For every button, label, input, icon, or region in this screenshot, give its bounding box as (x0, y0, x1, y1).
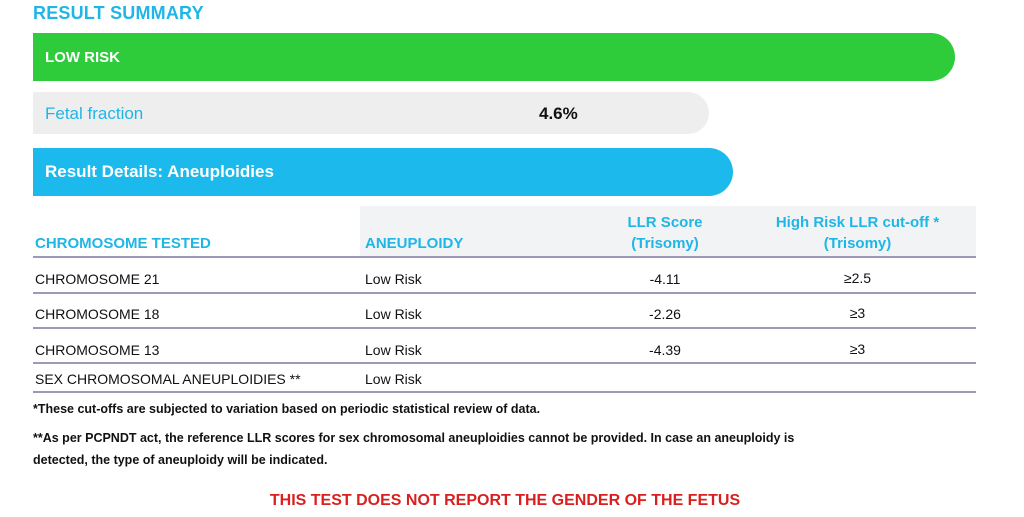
table-row-rule (33, 327, 976, 329)
table-header-rule (33, 256, 976, 258)
cutoff-cell: ≥3 (849, 305, 866, 321)
table-bottom-rule (33, 391, 976, 393)
llr-score-cell: -4.39 (649, 342, 681, 358)
fetal-fraction-row: Fetal fraction 4.6% (33, 92, 709, 134)
pcpndt-footnote-line2: detected, the type of aneuploidy will be… (33, 453, 328, 467)
header-high-risk-cutoff: High Risk LLR cut-off * (Trisomy) (745, 212, 970, 254)
result-summary-title: RESULT SUMMARY (33, 3, 204, 23)
header-chromosome-tested: CHROMOSOME TESTED (35, 235, 211, 252)
chromosome-cell: CHROMOSOME 18 (35, 306, 160, 322)
header-llr-score-line2: (Trisomy) (631, 235, 699, 252)
pcpndt-footnote: **As per PCPNDT act, the reference LLR s… (33, 427, 794, 471)
cutoff-cell: ≥3 (849, 341, 866, 357)
llr-score-cell: -2.26 (649, 306, 681, 322)
aneuploidy-cell: Low Risk (365, 306, 422, 322)
chromosome-cell: CHROMOSOME 13 (35, 342, 160, 358)
cutoff-footnote: *These cut-offs are subjected to variati… (33, 402, 541, 416)
header-llr-score: LLR Score (Trisomy) (590, 212, 740, 254)
cutoff-cell: ≥2.5 (843, 270, 872, 286)
risk-status-banner: LOW RISK (33, 33, 955, 81)
aneuploidy-cell: Low Risk (365, 271, 422, 287)
fetal-fraction-label: Fetal fraction (45, 104, 144, 123)
table-header-background (360, 206, 976, 256)
header-cutoff-line2: (Trisomy) (823, 235, 892, 252)
table-row-rule (33, 362, 976, 364)
header-cutoff-line1: High Risk LLR cut-off * (775, 214, 940, 231)
aneuploidy-cell: Low Risk (365, 342, 422, 358)
gender-warning: THIS TEST DOES NOT REPORT THE GENDER OF … (269, 492, 741, 509)
header-aneuploidy: ANEUPLOIDY (365, 235, 464, 252)
chromosome-cell: SEX CHROMOSOMAL ANEUPLOIDIES ** (35, 371, 301, 387)
result-details-banner: Result Details: Aneuploidies (33, 148, 733, 196)
aneuploidy-cell: Low Risk (365, 371, 422, 387)
llr-score-cell: -4.11 (649, 271, 681, 287)
table-row-rule (33, 292, 976, 294)
result-details-title: Result Details: Aneuploidies (45, 162, 274, 181)
header-llr-score-line1: LLR Score (627, 214, 703, 231)
pcpndt-footnote-line1: **As per PCPNDT act, the reference LLR s… (33, 431, 795, 445)
fetal-fraction-value: 4.6% (539, 104, 578, 123)
risk-status-label: LOW RISK (45, 48, 120, 66)
chromosome-cell: CHROMOSOME 21 (35, 271, 160, 287)
